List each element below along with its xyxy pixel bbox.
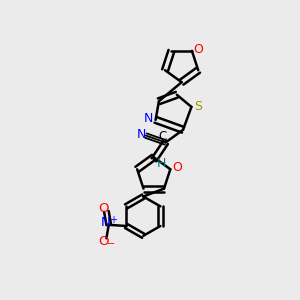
Text: H: H [156, 157, 166, 170]
Text: S: S [194, 100, 202, 113]
Text: O: O [172, 161, 182, 174]
Text: O: O [194, 43, 203, 56]
Text: N: N [136, 128, 146, 141]
Text: O: O [98, 202, 109, 215]
Text: N: N [101, 216, 111, 229]
Text: +: + [110, 215, 117, 225]
Text: O: O [98, 235, 109, 248]
Text: N: N [144, 112, 153, 125]
Text: −: − [106, 239, 115, 249]
Text: C: C [158, 130, 166, 143]
